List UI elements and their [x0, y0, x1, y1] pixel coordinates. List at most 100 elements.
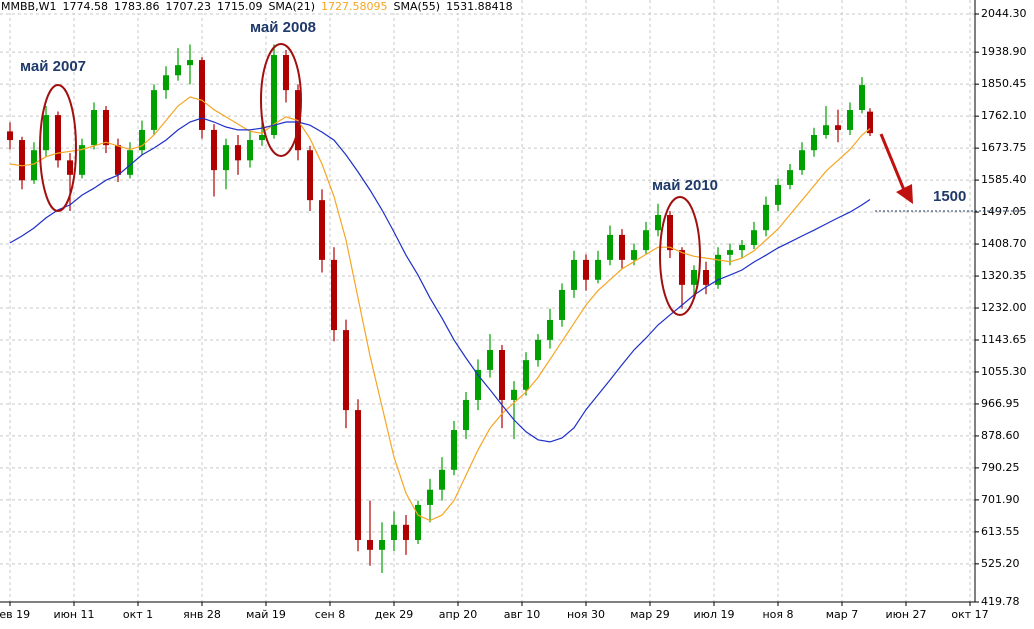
candle-body — [679, 250, 685, 285]
y-tick-label: 1143.65 — [981, 333, 1027, 346]
highlight-ellipse — [39, 84, 77, 212]
candle-body — [499, 350, 505, 400]
y-tick-label: 1762.10 — [981, 109, 1027, 122]
candle-body — [535, 339, 541, 361]
highlight-ellipse — [260, 43, 302, 157]
highlight-ellipse — [659, 196, 701, 316]
candle-body — [763, 204, 769, 231]
candle-body — [211, 129, 217, 171]
candle-body — [511, 389, 517, 400]
y-tick-label: 1055.30 — [981, 365, 1027, 378]
candle-body — [19, 140, 25, 181]
candle-body — [751, 230, 757, 246]
target-label: 1500 — [933, 188, 966, 205]
candle-body — [7, 131, 13, 141]
candle-body — [235, 145, 241, 161]
candle-body — [223, 145, 229, 171]
y-tick-label: 1850.45 — [981, 77, 1027, 90]
sma-line — [9, 117, 871, 443]
arrow — [879, 133, 906, 191]
candle-body — [91, 110, 97, 146]
candle-body — [67, 160, 73, 175]
candle-body — [643, 230, 649, 251]
candle-body — [823, 125, 829, 136]
y-tick-label: 1320.35 — [981, 269, 1027, 282]
candle-body — [151, 90, 157, 130]
sma-line — [9, 96, 871, 522]
legend-value: 1727.58095 — [321, 0, 388, 13]
candle-body — [259, 135, 265, 141]
candle-body — [355, 410, 361, 541]
close-value: 1715.09 — [216, 0, 263, 13]
x-tick-label: сен 8 — [315, 608, 346, 621]
y-tick-label: 1585.40 — [981, 173, 1027, 186]
candle-body — [43, 115, 49, 151]
candle-body — [799, 150, 805, 171]
y-tick-label: 878.60 — [981, 429, 1020, 442]
x-tick-label: ноя 8 — [762, 608, 793, 621]
candle-body — [667, 214, 673, 251]
x-tick-label: мар 7 — [826, 608, 859, 621]
high-value: 1783.86 — [113, 0, 160, 13]
candle-body — [247, 140, 253, 161]
candle-body — [331, 259, 337, 331]
candle-body — [655, 214, 661, 231]
candle-body — [835, 125, 841, 130]
candle-body — [319, 200, 325, 260]
annotation: май 2008 — [250, 19, 316, 36]
candle-body — [607, 234, 613, 260]
candle-body — [811, 135, 817, 151]
x-tick-label: дек 29 — [375, 608, 414, 621]
candle-body — [127, 150, 133, 175]
candle-body — [867, 111, 873, 134]
candle-body — [715, 254, 721, 285]
candle-body — [31, 150, 37, 181]
x-tick-label: ноя 30 — [567, 608, 605, 621]
annotation: май 2010 — [652, 177, 718, 194]
candle-body — [559, 289, 565, 320]
candle-body — [463, 399, 469, 430]
x-tick-label: июл 19 — [694, 608, 735, 621]
candle-body — [859, 85, 865, 111]
candle-body — [703, 270, 709, 285]
legend-value: 1531.88418 — [446, 0, 513, 13]
candle-body — [307, 150, 313, 201]
candle-body — [175, 65, 181, 76]
x-tick-label: фев 19 — [0, 608, 30, 621]
x-tick-label: апр 20 — [439, 608, 477, 621]
grid — [0, 0, 975, 603]
legend-name: SMA(21) — [268, 0, 316, 13]
candle-body — [523, 360, 529, 390]
candle-body — [619, 234, 625, 260]
y-tick-label: 966.95 — [981, 397, 1020, 410]
candle-body — [739, 245, 745, 251]
candle-body — [199, 60, 205, 130]
candle-body — [691, 270, 697, 285]
annotation: май 2007 — [20, 58, 86, 75]
candle-body — [367, 540, 373, 550]
candle-body — [571, 259, 577, 290]
legend-name: SMA(55) — [393, 0, 441, 13]
y-tick-label: 701.90 — [981, 493, 1020, 506]
y-tick-label: 2044.30 — [981, 7, 1027, 20]
axes: 2044.30 1938.90 1850.45 1762.10 1673.75 1585.… — [0, 7, 1027, 621]
y-tick-label: 1673.75 — [981, 141, 1027, 154]
x-tick-label: окт 17 — [951, 608, 988, 621]
y-tick-label: 1497.05 — [981, 205, 1027, 218]
candle-body — [775, 184, 781, 205]
candle-body — [439, 469, 445, 490]
candle-body — [55, 115, 61, 161]
candle-body — [727, 250, 733, 255]
y-tick-label: 525.20 — [981, 557, 1020, 570]
y-tick-label: 419.78 — [981, 595, 1020, 608]
candle-body — [403, 524, 409, 541]
x-tick-label: мар 29 — [630, 608, 670, 621]
x-tick-label: май 19 — [246, 608, 286, 621]
x-tick-label: авг 10 — [504, 608, 541, 621]
x-tick-label: окт 1 — [123, 608, 153, 621]
candle-body — [787, 170, 793, 185]
candle-body — [475, 369, 481, 400]
candle-body — [487, 350, 493, 370]
